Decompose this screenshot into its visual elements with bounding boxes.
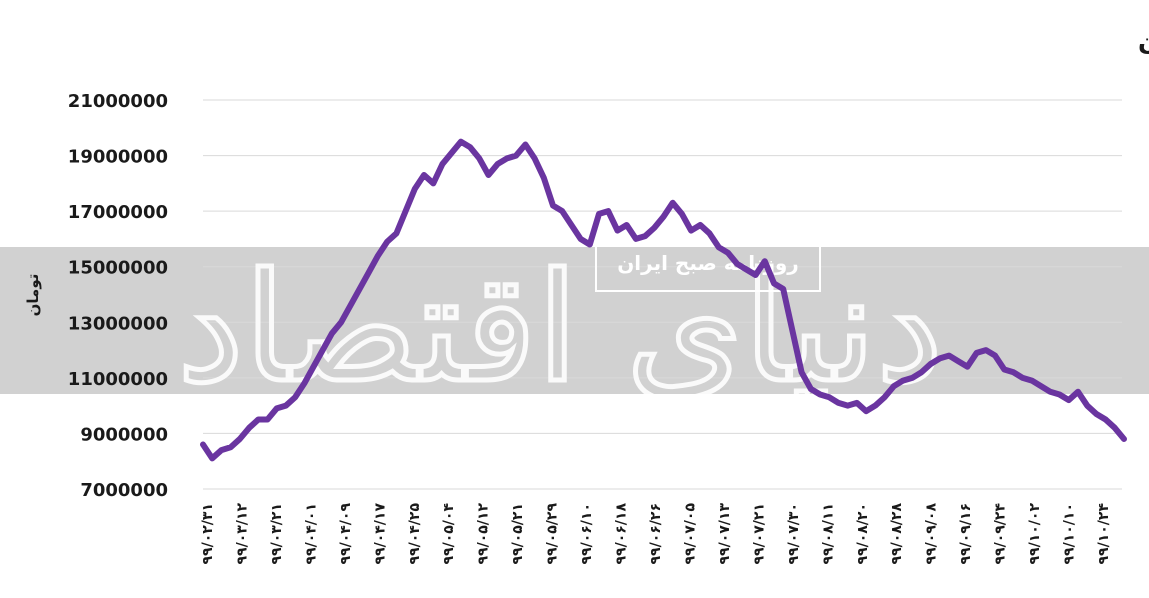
x-tick-label: ۹۹/۰۷/۰۵ — [682, 503, 698, 565]
grid-layer — [203, 99, 1122, 490]
y-axis-label: تومان — [24, 274, 42, 317]
x-tick-label: ۹۹/۰۴/۱۷ — [372, 503, 388, 565]
x-tick-label: ۹۹/۰۵/۱۲ — [476, 503, 492, 565]
x-tick-label: ۹۹/۰۴/۰۱ — [303, 503, 319, 565]
x-tick-label: ۹۹/۰۷/۱۳ — [717, 503, 733, 565]
x-tick-label: ۹۹/۰۹/۰۸ — [924, 503, 940, 565]
x-tick-label: ۹۹/۰۶/۱۰ — [579, 503, 595, 565]
chart-title: ارزش روز پرتفوی سهام عدالت برای مشمولان … — [1138, 27, 1149, 57]
series-line — [200, 138, 1127, 462]
y-tick-label: 21000000 — [68, 91, 168, 112]
x-tick-label: ۹۹/۰۴/۲۵ — [407, 503, 423, 565]
y-tick-label: 19000000 — [68, 147, 168, 168]
x-tick-label: ۹۹/۱۰/۰۲ — [1027, 503, 1043, 565]
x-tick-label: ۹۹/۰۳/۱۲ — [234, 503, 250, 565]
x-tick-label: ۹۹/۱۰/۲۴ — [1096, 503, 1112, 565]
y-tick-label: 13000000 — [68, 313, 168, 334]
x-tick-label: ۹۹/۰۷/۳۰ — [786, 503, 802, 565]
x-tick-label: ۹۹/۰۲/۳۱ — [200, 503, 216, 565]
y-axis: 7000000 9000000 11000000 13000000 15000000 17… — [68, 91, 168, 501]
watermark-band — [0, 247, 1149, 394]
y-tick-label: 9000000 — [80, 424, 168, 445]
watermark-logo: دنیای اقتصاد روزنامه صبح ایران — [175, 232, 945, 419]
y-tick-label: 15000000 — [68, 258, 168, 279]
y-tick-label: 7000000 — [80, 480, 168, 501]
x-tick-label: ۹۹/۰۵/۲۱ — [510, 503, 526, 565]
x-tick-label: ۹۹/۰۹/۱۶ — [958, 503, 974, 565]
x-tick-label: ۹۹/۰۸/۲۰ — [855, 503, 871, 565]
x-tick-label: ۹۹/۰۸/۲۸ — [889, 503, 905, 565]
x-tick-label: ۹۹/۰۸/۱۱ — [820, 503, 836, 565]
series-layer — [200, 138, 1127, 462]
x-tick-label: ۹۹/۰۵/۰۴ — [441, 503, 457, 565]
x-tick-label: ۹۹/۰۷/۲۱ — [751, 503, 767, 565]
y-tick-label: 17000000 — [68, 202, 168, 223]
x-tick-label: ۹۹/۰۹/۲۴ — [993, 503, 1009, 565]
x-axis: ۹۹/۰۲/۳۱ ۹۹/۰۳/۱۲ ۹۹/۰۳/۲۱ ۹۹/۰۴/۰۱ ۹۹/۰۴/۰۹… — [200, 503, 1112, 565]
x-tick-label: ۹۹/۰۵/۲۹ — [545, 503, 561, 565]
x-tick-label: ۹۹/۰۳/۲۱ — [269, 503, 285, 565]
x-tick-label: ۹۹/۱۰/۱۰ — [1062, 503, 1078, 565]
x-tick-label: ۹۹/۰۶/۱۸ — [614, 503, 630, 565]
watermark-script: دنیای اقتصاد — [177, 242, 943, 416]
y-tick-label: 11000000 — [68, 369, 168, 390]
x-tick-label: ۹۹/۰۶/۲۶ — [648, 503, 664, 565]
x-tick-label: ۹۹/۰۴/۰۹ — [338, 503, 354, 565]
